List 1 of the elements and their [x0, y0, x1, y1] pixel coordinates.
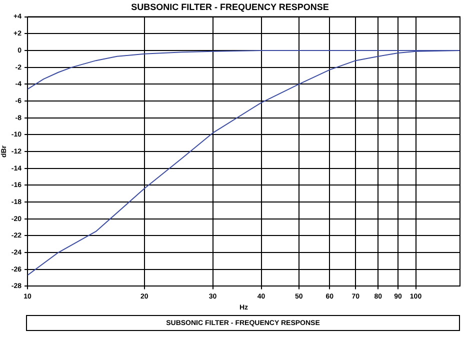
chart-title: SUBSONIC FILTER - FREQUENCY RESPONSE	[131, 2, 329, 12]
